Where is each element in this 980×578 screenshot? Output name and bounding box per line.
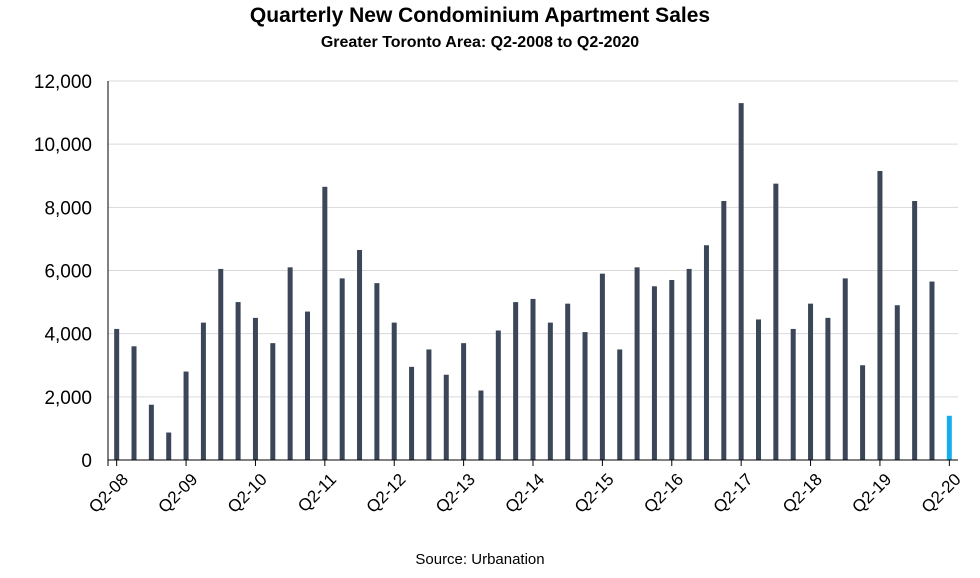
x-tick-label: Q2-17 (710, 470, 757, 517)
bar-Q4-08 (148, 404, 154, 460)
x-tick-label: Q2-20 (918, 470, 965, 517)
bar-Q1-17 (721, 201, 727, 460)
bar-Q1-13 (443, 374, 449, 460)
y-tick-label: 8,000 (44, 198, 92, 219)
bar-Q4-17 (773, 183, 779, 461)
bar-Q4-16 (703, 245, 709, 460)
bar-Q4-09 (218, 268, 224, 460)
x-tick-label: Q2-18 (779, 470, 826, 517)
x-tick-label: Q2-11 (294, 470, 340, 516)
bar-Q1-16 (651, 286, 657, 460)
x-tick-label: Q2-12 (363, 470, 410, 517)
bar-Q2-12 (391, 322, 397, 460)
bar-Q3-13 (478, 390, 484, 460)
bar-Q1-12 (374, 283, 380, 460)
bar-Q4-18 (842, 278, 848, 460)
bar-Q3-08 (131, 346, 137, 460)
bar-Q2-16 (669, 279, 675, 460)
bar-Q3-16 (686, 268, 692, 460)
y-tick-label: 10,000 (34, 135, 92, 156)
bar-Q2-18 (808, 303, 814, 460)
y-tick-label: 2,000 (44, 388, 92, 409)
chart-title: Quarterly New Condominium Apartment Sale… (249, 4, 711, 27)
source-note: Source: Urbanation (415, 551, 545, 568)
bar-Q1-09 (166, 432, 172, 460)
x-tick-label: Q2-10 (224, 470, 271, 517)
bar-Q3-17 (756, 319, 762, 460)
x-tick-labels: Q2-08 Q2-09 Q2-10 Q2-11 Q2-12 Q2-13 Q2-14 Q2-15… (85, 460, 965, 517)
bar-Q1-10 (235, 302, 241, 460)
y-tick-labels: 0 2,000 4,000 6,000 8,000 10,000 12,000 (34, 72, 92, 472)
bar-Q4-15 (634, 267, 640, 460)
bar-Q2-10 (252, 317, 258, 460)
x-tick-label: Q2-09 (155, 470, 202, 517)
y-tick-label: 6,000 (44, 262, 92, 283)
bar-Q2-14 (530, 298, 536, 460)
bar-Q1-18 (790, 328, 796, 460)
bar-Q4-19 (912, 201, 918, 460)
x-tick-label: Q2-08 (85, 470, 132, 517)
bar-Q2-08 (114, 328, 120, 460)
bar-Q1-14 (513, 302, 519, 460)
bar-Q3-18 (825, 317, 831, 460)
bar-Q2-15 (599, 273, 605, 460)
bar-Q3-14 (547, 322, 553, 460)
bar-Q2-09 (183, 371, 189, 460)
bar-Q2-11 (322, 186, 328, 460)
x-tick-label: Q2-13 (432, 470, 479, 517)
bar-Q2-17 (738, 103, 744, 460)
chart-subtitle: Greater Toronto Area: Q2-2008 to Q2-2020 (320, 34, 640, 51)
bars (114, 103, 952, 461)
x-tick-label: Q2-16 (640, 470, 687, 517)
y-tick-label: 4,000 (44, 325, 92, 346)
bar-Q2-13 (461, 343, 467, 460)
bar-Q4-14 (565, 303, 571, 460)
bar-Q1-19 (860, 365, 866, 460)
y-tick-label: 12,000 (34, 72, 92, 93)
bar-Q4-12 (426, 349, 432, 460)
bar-Q4-10 (287, 267, 293, 460)
bar-Q3-11 (339, 278, 345, 460)
bar-Q3-10 (270, 343, 276, 460)
bar-Q3-12 (409, 366, 415, 460)
bar-Q3-19 (894, 305, 900, 460)
bar-Q4-13 (495, 330, 501, 460)
bar-Q2-19 (877, 171, 883, 460)
bar-Q1-11 (304, 311, 310, 460)
x-tick-label: Q2-15 (571, 470, 618, 517)
bar-Q2-20 (946, 415, 952, 460)
x-tick-label: Q2-14 (501, 470, 548, 517)
bar-Q3-15 (617, 349, 623, 460)
bar-Q3-09 (200, 322, 206, 460)
bar-Q1-20 (929, 281, 935, 460)
bar-Q4-11 (357, 249, 363, 460)
y-tick-label: 0 (81, 451, 92, 472)
bar-Q1-15 (582, 332, 588, 460)
x-tick-label: Q2-19 (848, 470, 895, 517)
